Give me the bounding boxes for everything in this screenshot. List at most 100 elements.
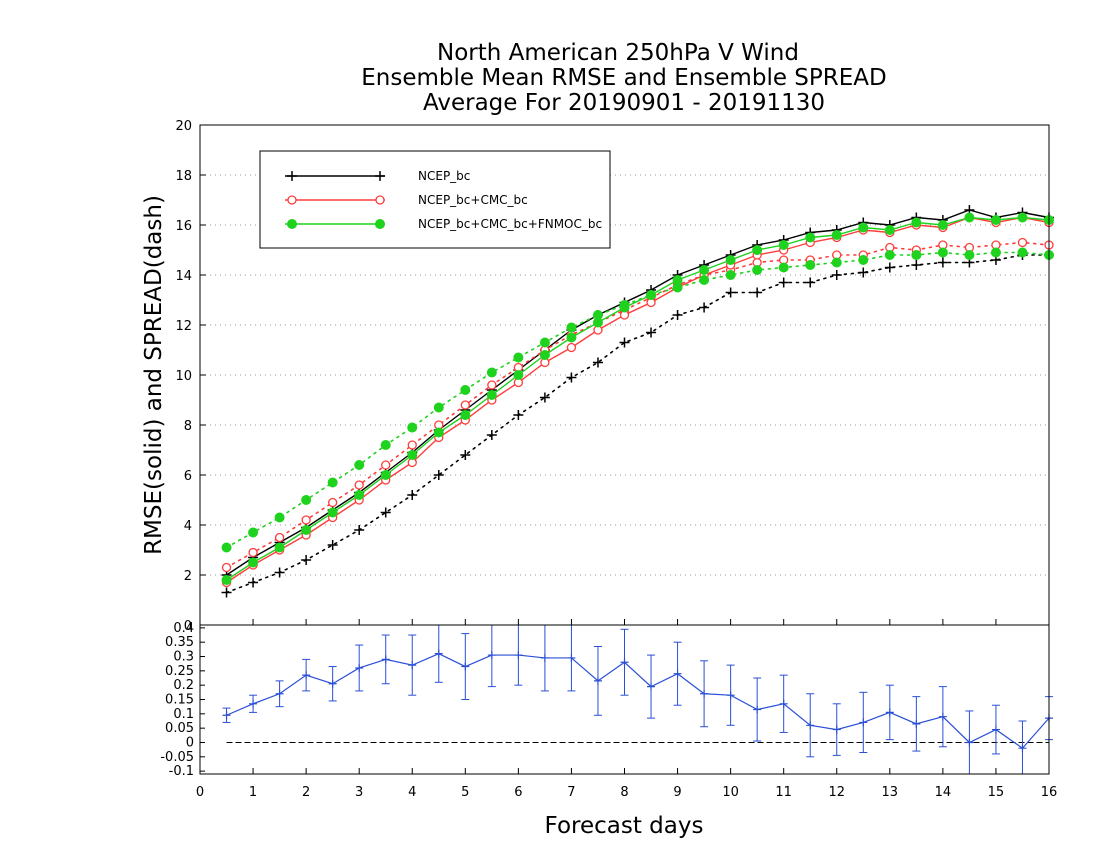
data-point xyxy=(221,587,232,598)
data-point xyxy=(301,525,312,535)
error-bar xyxy=(779,674,788,733)
data-point xyxy=(885,708,894,717)
data-point xyxy=(911,217,922,228)
error-bar xyxy=(408,634,417,696)
x-axis-ticks: 0 1 2 3 4 5 6 7 8 9 10 11 12 13 14 15 16 xyxy=(196,619,1057,800)
data-point xyxy=(380,440,391,450)
data-point xyxy=(566,332,577,343)
x-tick-label: 11 xyxy=(775,785,792,800)
error-bar xyxy=(302,658,311,692)
error-bar xyxy=(1018,720,1027,775)
title-line-2: Ensemble Mean RMSE and Ensemble SPREAD xyxy=(361,65,886,91)
data-point xyxy=(248,577,259,588)
data-point xyxy=(354,525,365,535)
data-point xyxy=(566,342,577,353)
legend-item: NCEP_bc+CMC_bc xyxy=(285,193,528,207)
data-point xyxy=(221,562,232,573)
x-tick-label: 16 xyxy=(1041,785,1058,800)
error-bar xyxy=(991,704,1000,755)
error-bar xyxy=(328,666,337,702)
y-tick-label: -0.1 xyxy=(169,764,194,779)
data-point xyxy=(884,250,895,260)
legend-item: NCEP_bc+CMC_bc+FNMOC_bc xyxy=(285,217,602,231)
data-point xyxy=(327,477,338,488)
data-point xyxy=(513,410,524,420)
y-tick-label: 2 xyxy=(184,569,192,584)
data-point xyxy=(805,232,816,243)
error-bar xyxy=(620,628,629,696)
y-tick-label: -0.05 xyxy=(160,750,194,765)
bottom-panel-series xyxy=(222,624,1053,775)
x-axis-label: Forecast days xyxy=(545,813,704,839)
data-point xyxy=(832,725,841,734)
data-point xyxy=(274,532,285,543)
data-point xyxy=(699,275,710,285)
error-bar xyxy=(912,696,921,752)
x-tick-label: 3 xyxy=(355,785,363,800)
error-bar xyxy=(965,710,974,775)
legend-label: NCEP_bc xyxy=(418,169,470,183)
legend-item: NCEP_bc xyxy=(285,169,470,183)
data-point xyxy=(805,277,816,288)
legend-label: NCEP_bc+CMC_bc+FNMOC_bc xyxy=(418,217,602,231)
data-point xyxy=(248,557,259,568)
spread-line xyxy=(225,241,1050,569)
error-bar xyxy=(434,624,443,683)
data-point xyxy=(859,718,868,727)
rmse-line xyxy=(226,209,1050,576)
x-tick-label: 9 xyxy=(673,785,681,800)
data-point xyxy=(486,390,497,400)
data-point xyxy=(646,327,657,338)
data-point xyxy=(275,689,284,698)
error-bar xyxy=(275,680,284,708)
data-point xyxy=(725,270,736,280)
y-tick-label: 18 xyxy=(175,169,192,184)
data-point xyxy=(375,171,385,181)
data-point xyxy=(778,262,789,273)
data-point xyxy=(407,450,418,460)
data-point xyxy=(965,738,974,747)
data-point xyxy=(301,555,312,565)
error-bar xyxy=(540,624,549,692)
data-point xyxy=(592,357,603,368)
data-point xyxy=(566,322,577,333)
data-point xyxy=(327,540,338,550)
data-point xyxy=(1017,247,1028,258)
data-point xyxy=(858,267,869,278)
spread-line xyxy=(225,254,1050,594)
data-point xyxy=(1017,237,1028,248)
data-point xyxy=(938,712,947,721)
error-bar xyxy=(647,654,656,719)
error-bar xyxy=(222,707,231,723)
data-point xyxy=(407,422,418,433)
bottom-panel-frame xyxy=(199,624,1050,775)
data-point xyxy=(381,460,391,470)
data-point xyxy=(672,310,683,320)
data-point xyxy=(937,220,948,230)
title-line-1: North American 250hPa V Wind xyxy=(437,40,799,66)
data-point xyxy=(354,480,364,490)
data-point xyxy=(725,287,736,298)
error-bar xyxy=(700,660,709,728)
error-bar xyxy=(832,703,841,756)
data-point xyxy=(539,337,550,348)
data-point xyxy=(646,290,657,300)
y-tick-label: 16 xyxy=(175,219,192,234)
error-bar xyxy=(355,644,364,692)
data-point xyxy=(301,515,311,525)
data-point xyxy=(884,262,895,273)
error-bar xyxy=(567,624,576,692)
data-point xyxy=(592,317,603,328)
y-tick-label: 0.35 xyxy=(165,635,194,650)
data-point xyxy=(248,527,259,538)
error-bar xyxy=(461,633,470,700)
data-point xyxy=(911,250,922,260)
data-point xyxy=(221,575,232,585)
y-tick-label: 0.3 xyxy=(173,650,194,665)
error-bar xyxy=(673,641,682,706)
rmse-line xyxy=(226,216,1050,584)
data-point xyxy=(513,370,524,380)
x-tick-label: 4 xyxy=(408,785,416,800)
x-tick-label: 7 xyxy=(567,785,575,800)
